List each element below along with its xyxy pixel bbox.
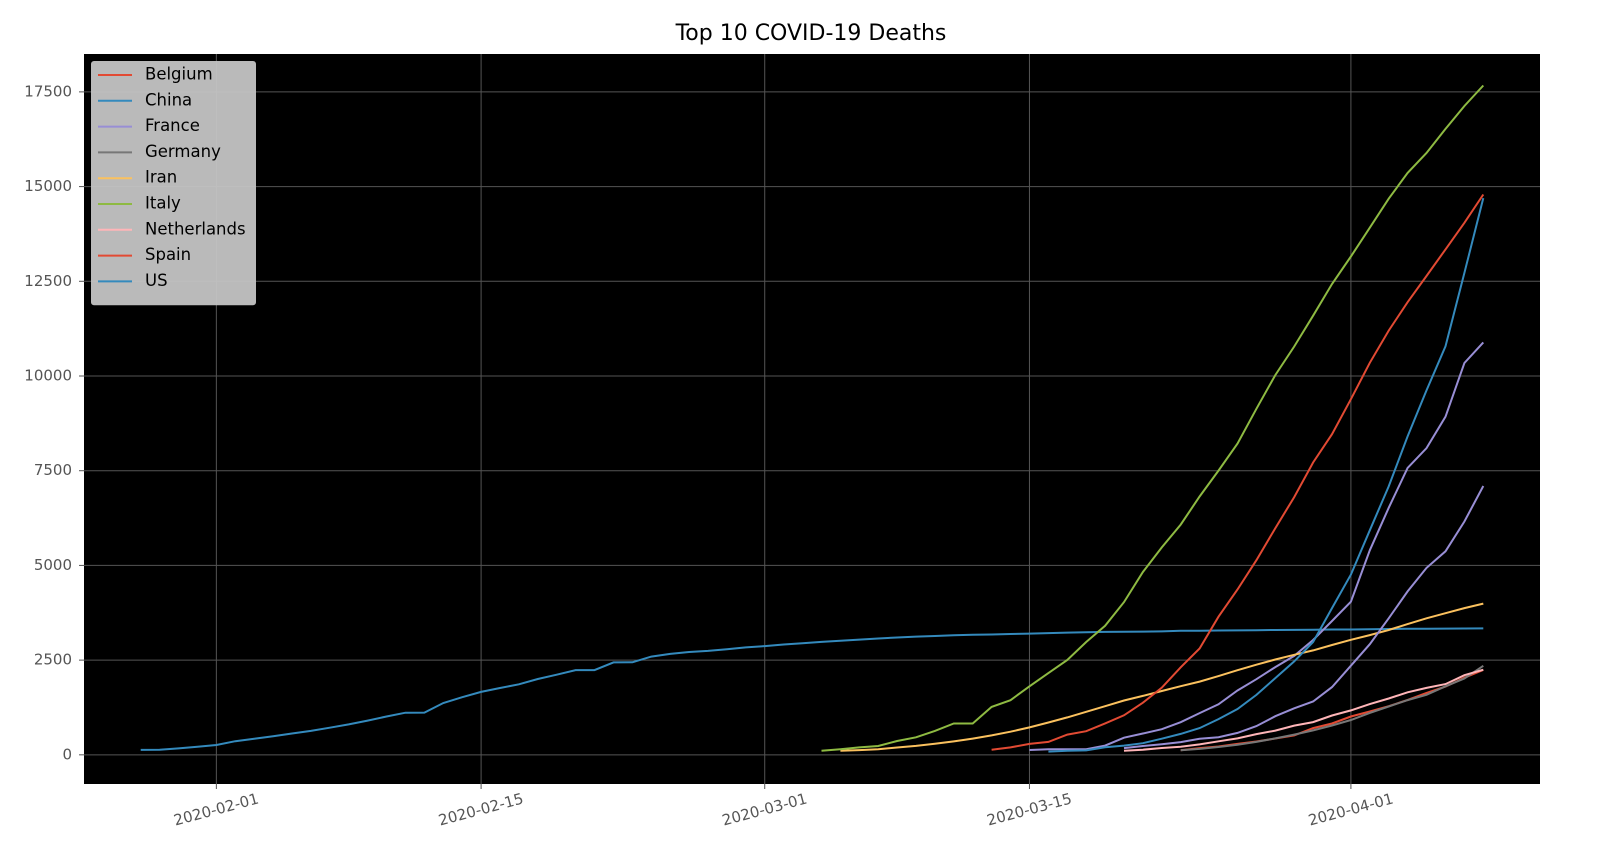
- series-line: [1029, 341, 1485, 751]
- grid: [84, 54, 1540, 784]
- y-tick-label: 15000: [24, 177, 72, 195]
- legend-label: China: [145, 90, 192, 109]
- legend-label: Belgium: [145, 65, 213, 84]
- x-tick-label: 2020-03-01: [720, 790, 809, 830]
- series-line: [991, 193, 1485, 751]
- legend-label: US: [145, 271, 168, 290]
- series-line: [1180, 664, 1484, 752]
- x-tick-label: 2020-04-01: [1306, 790, 1395, 830]
- legend-label: Iran: [145, 168, 177, 187]
- legend-label: Spain: [145, 245, 191, 264]
- series-line: [821, 84, 1485, 752]
- series-line: [1123, 485, 1485, 750]
- legend-label: France: [145, 116, 200, 135]
- y-tick-label: 12500: [24, 272, 72, 290]
- legend-label: Netherlands: [145, 219, 246, 238]
- x-tick-label: 2020-03-15: [985, 790, 1074, 830]
- y-tick-label: 7500: [34, 461, 72, 479]
- y-tick-label: 5000: [34, 556, 72, 574]
- series-line: [1123, 668, 1484, 752]
- lines: [140, 84, 1485, 753]
- series-line: [840, 602, 1484, 752]
- y-tick-label: 2500: [34, 651, 72, 669]
- y-tick-label: 0: [62, 745, 72, 763]
- x-tick-label: 2020-02-15: [437, 790, 526, 830]
- series-line: [1048, 197, 1485, 753]
- legend-box: [91, 61, 256, 306]
- series-line: [140, 627, 1484, 751]
- legend-label: Italy: [145, 194, 181, 213]
- plot-area: [84, 54, 1540, 784]
- y-tick-label: 17500: [24, 82, 72, 100]
- legend-label: Germany: [145, 142, 221, 161]
- legend: Belgium China France Germany Iran Italy Nether…: [91, 61, 256, 306]
- chart-title: Top 10 COVID-19 Deaths: [675, 21, 947, 46]
- y-tick-label: 10000: [24, 367, 72, 385]
- x-tick-label: 2020-02-01: [172, 790, 261, 830]
